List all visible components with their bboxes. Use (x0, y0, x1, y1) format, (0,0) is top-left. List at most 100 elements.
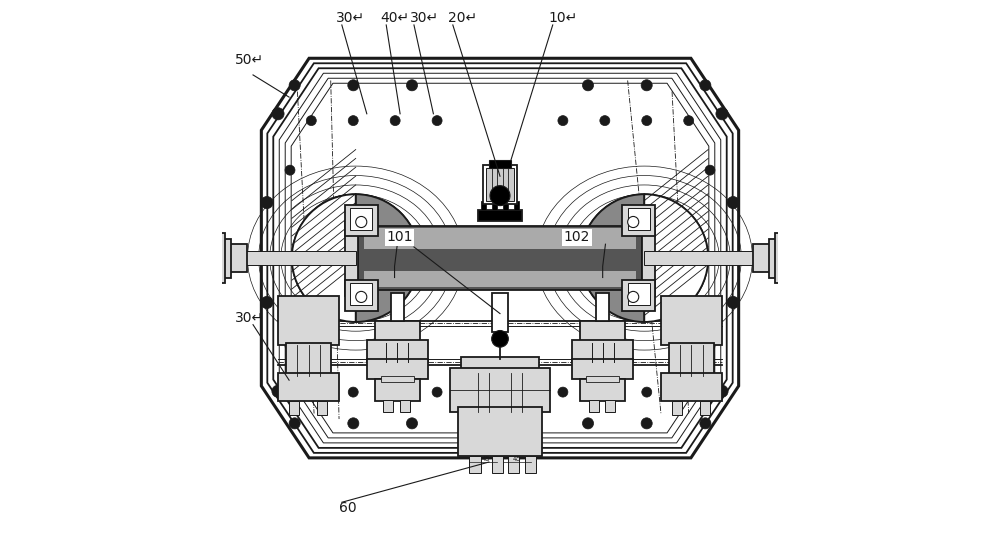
Bar (364, 228, 636, 249)
Text: 101: 101 (386, 230, 413, 244)
Bar (700, 401, 710, 415)
Bar (383, 400, 393, 412)
Bar (400, 400, 410, 412)
Bar (622, 280, 655, 311)
Text: 50↵: 50↵ (235, 53, 264, 67)
Bar (350, 283, 372, 305)
Circle shape (700, 418, 711, 429)
Bar (481, 201, 486, 209)
Circle shape (289, 80, 300, 91)
Bar (278, 373, 339, 401)
Text: 30↵: 30↵ (235, 311, 264, 325)
Polygon shape (261, 58, 739, 458)
Bar (469, 456, 481, 473)
Bar (586, 376, 619, 382)
Wedge shape (292, 194, 356, 322)
Bar (375, 320, 420, 342)
Bar (661, 295, 722, 345)
Bar (489, 160, 511, 168)
Wedge shape (644, 194, 708, 322)
Bar (486, 168, 514, 201)
Bar (345, 280, 378, 311)
Text: 30↵: 30↵ (336, 11, 365, 25)
Text: 45: 45 (482, 456, 490, 462)
Bar (572, 340, 633, 362)
Bar (492, 201, 497, 209)
Circle shape (684, 115, 694, 125)
Circle shape (285, 165, 295, 175)
Circle shape (705, 165, 715, 175)
Bar (525, 456, 536, 473)
Circle shape (684, 387, 694, 397)
Circle shape (356, 291, 367, 302)
Circle shape (558, 115, 568, 125)
Bar (628, 283, 650, 305)
Bar (669, 342, 714, 376)
Bar (345, 220, 358, 295)
Wedge shape (356, 194, 420, 322)
Bar (350, 208, 372, 230)
Bar (514, 201, 519, 209)
Bar (461, 356, 539, 373)
Text: 40↵: 40↵ (381, 11, 410, 25)
Circle shape (490, 185, 510, 205)
Bar (596, 293, 609, 320)
Bar (375, 379, 420, 401)
Circle shape (348, 418, 359, 429)
Bar (367, 360, 428, 379)
Bar (278, 295, 339, 345)
Circle shape (628, 216, 639, 228)
Bar (358, 226, 642, 290)
Circle shape (406, 418, 418, 429)
Bar (661, 373, 722, 401)
Circle shape (348, 387, 358, 397)
Text: 20↵: 20↵ (448, 11, 477, 25)
Bar (503, 201, 508, 209)
Circle shape (432, 115, 442, 125)
Bar (628, 208, 650, 230)
Circle shape (582, 80, 594, 91)
Bar (589, 400, 599, 412)
Circle shape (306, 387, 316, 397)
Circle shape (600, 387, 610, 397)
Circle shape (628, 291, 639, 302)
Bar (492, 293, 508, 331)
Bar (508, 456, 519, 473)
Circle shape (727, 296, 739, 309)
Circle shape (261, 196, 273, 209)
Circle shape (390, 387, 400, 397)
Bar (580, 379, 625, 401)
Bar (220, 233, 225, 283)
Circle shape (432, 387, 442, 397)
Circle shape (716, 108, 728, 120)
Circle shape (716, 385, 728, 397)
Text: 60: 60 (339, 501, 357, 514)
Bar (769, 239, 778, 278)
Bar (642, 220, 655, 295)
Circle shape (642, 115, 652, 125)
Text: 102: 102 (564, 230, 590, 244)
Circle shape (390, 115, 400, 125)
Circle shape (285, 341, 295, 351)
Bar (672, 401, 682, 415)
Bar (753, 244, 772, 272)
Circle shape (727, 196, 739, 209)
Bar (317, 401, 327, 415)
Text: 30↵: 30↵ (410, 11, 439, 25)
Circle shape (261, 296, 273, 309)
Circle shape (306, 115, 316, 125)
Bar (367, 340, 428, 362)
Circle shape (558, 387, 568, 397)
Circle shape (348, 80, 359, 91)
Bar (622, 205, 655, 236)
Bar (644, 251, 772, 265)
Bar (483, 165, 517, 204)
Bar (228, 244, 247, 272)
Circle shape (292, 194, 420, 322)
Circle shape (705, 341, 715, 351)
Circle shape (406, 80, 418, 91)
Circle shape (356, 216, 367, 228)
Bar (478, 209, 522, 220)
Circle shape (272, 385, 284, 397)
Circle shape (582, 418, 594, 429)
